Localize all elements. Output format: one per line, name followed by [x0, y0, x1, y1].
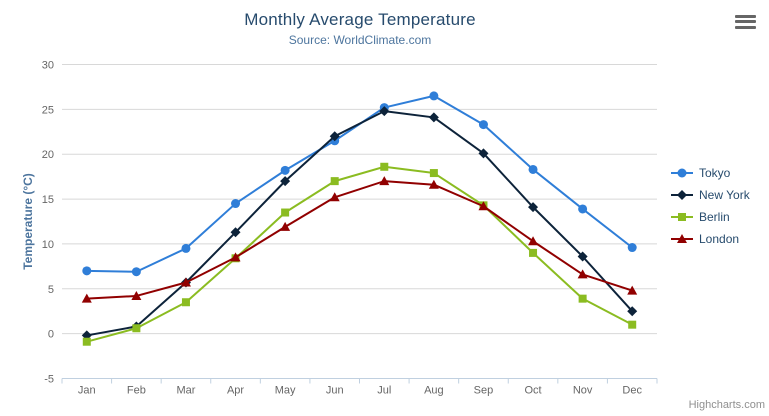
legend-item-london[interactable]: London [671, 228, 750, 250]
legend-item-new-york[interactable]: New York [671, 184, 750, 206]
credits-link[interactable]: Highcharts.com [688, 399, 765, 411]
svg-text:Sep: Sep [474, 385, 494, 397]
svg-text:15: 15 [42, 194, 54, 206]
svg-text:Oct: Oct [524, 385, 541, 397]
triangle-marker-icon [671, 234, 693, 243]
legend-item-berlin[interactable]: Berlin [671, 206, 750, 228]
svg-text:10: 10 [42, 239, 54, 251]
svg-text:Dec: Dec [622, 385, 642, 397]
circle-marker-icon [671, 168, 693, 178]
svg-text:Temperature (°C): Temperature (°C) [21, 173, 35, 270]
svg-text:Feb: Feb [127, 385, 146, 397]
diamond-marker-icon [671, 190, 693, 200]
legend-label: London [699, 232, 740, 246]
legend-label: New York [699, 188, 750, 202]
svg-text:Nov: Nov [573, 385, 593, 397]
svg-text:May: May [275, 385, 296, 397]
svg-text:Aug: Aug [424, 385, 444, 397]
svg-text:5: 5 [48, 284, 54, 296]
svg-text:Apr: Apr [227, 385, 244, 397]
export-menu-button[interactable] [732, 12, 758, 34]
svg-text:-5: -5 [44, 374, 54, 386]
hamburger-icon [734, 14, 756, 29]
legend-label: Tokyo [699, 166, 731, 180]
svg-text:Jul: Jul [377, 385, 391, 397]
legend: Tokyo New York Berlin London [671, 162, 750, 250]
svg-text:Mar: Mar [176, 385, 195, 397]
svg-text:30: 30 [42, 60, 54, 72]
svg-text:25: 25 [42, 104, 54, 116]
square-marker-icon [671, 213, 693, 221]
legend-item-tokyo[interactable]: Tokyo [671, 162, 750, 184]
svg-text:20: 20 [42, 149, 54, 161]
svg-text:Jan: Jan [78, 385, 96, 397]
svg-text:Jun: Jun [326, 385, 344, 397]
legend-label: Berlin [699, 210, 730, 224]
svg-text:0: 0 [48, 329, 54, 341]
